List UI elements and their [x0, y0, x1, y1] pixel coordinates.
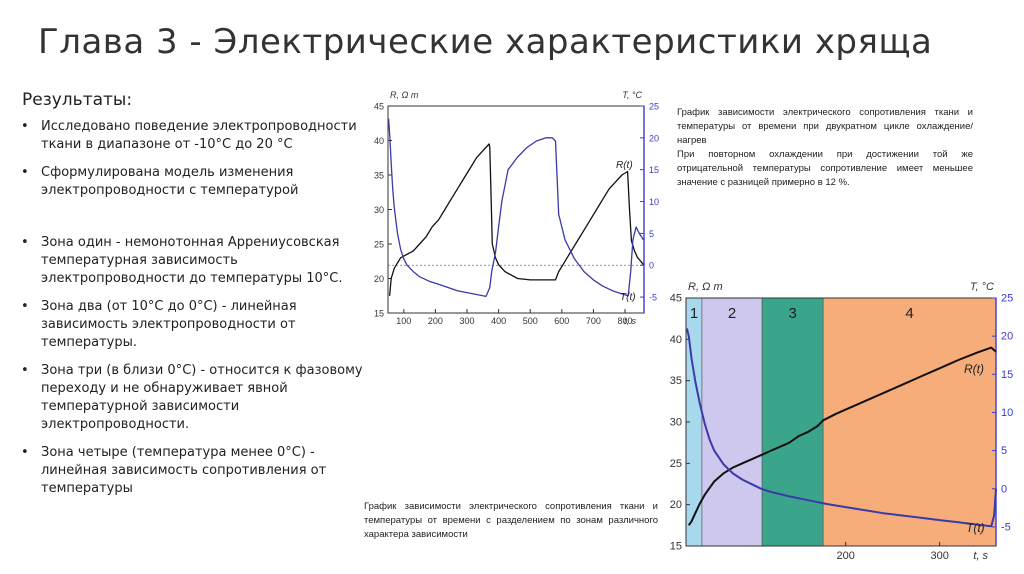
x-tick-label: 400: [491, 316, 506, 326]
y-tick-label: 30: [670, 417, 682, 429]
caption-cycle-chart: График зависимости электрического сопрот…: [677, 107, 973, 188]
resistance-series-line: [687, 346, 997, 526]
temperature-series-label: T(t): [620, 292, 636, 303]
result-item: Зона один - немонотонная Аррениусовская …: [18, 234, 363, 288]
result-item: Сформулирована модель изменения электроп…: [18, 164, 363, 200]
y2-tick-label: 10: [1001, 407, 1013, 419]
y2-tick-label: 15: [1001, 369, 1013, 381]
y-tick-label: 35: [670, 375, 682, 387]
results-heading: Результаты:: [22, 90, 133, 110]
temperature-series-line: [387, 118, 644, 298]
zone-3-band: [761, 297, 824, 547]
x-tick-label: 200: [428, 316, 443, 326]
y-axis-title: R, Ω m: [688, 281, 723, 293]
zone-4-label: 4: [905, 305, 913, 322]
y-tick-label: 25: [670, 458, 682, 470]
y2-tick-label: 20: [649, 133, 659, 143]
zone-2-band: [701, 297, 763, 547]
x-tick-label: 500: [523, 316, 538, 326]
caption-zone-chart: График зависимости электрического сопрот…: [364, 501, 658, 540]
y-axis-title: R, Ω m: [390, 90, 419, 100]
x-tick-label: 100: [396, 316, 411, 326]
y2-tick-label: 0: [1001, 483, 1007, 495]
x-axis-title: t, s: [624, 316, 637, 326]
y2-tick-label: 20: [1001, 331, 1013, 343]
y-tick-label: 45: [374, 102, 384, 112]
y2-tick-label: 10: [649, 197, 659, 207]
resistance-series-label: R(t): [964, 362, 984, 376]
temperature-series-line: [685, 328, 997, 528]
result-item: Исследовано поведение электропроводности…: [18, 118, 363, 154]
slide-title: Глава 3 - Электрические характеристики х…: [38, 22, 933, 62]
y2-axis-title: T, °C: [970, 281, 994, 293]
zone-1-label: 1: [690, 305, 698, 322]
y2-tick-label: 5: [1001, 445, 1007, 457]
resistance-series-label: R(t): [616, 160, 633, 171]
y-tick-label: 45: [670, 293, 682, 305]
y2-tick-label: -5: [1001, 521, 1011, 533]
zone-3-label: 3: [788, 305, 796, 322]
zone-2-label: 2: [728, 305, 736, 322]
y2-tick-label: 15: [649, 165, 659, 175]
y-tick-label: 20: [374, 274, 384, 284]
y-tick-label: 15: [670, 541, 682, 553]
x-tick-label: 300: [459, 316, 474, 326]
result-item: Зона три (в близи 0°C) - относится к фаз…: [18, 362, 363, 434]
y-tick-label: 40: [374, 136, 384, 146]
y-tick-label: 35: [374, 171, 384, 181]
y2-tick-label: -5: [649, 293, 657, 303]
y-tick-label: 20: [670, 499, 682, 511]
y2-tick-label: 0: [649, 261, 654, 271]
x-tick-label: 300: [930, 550, 948, 562]
y2-tick-label: 25: [1001, 293, 1013, 305]
cycle-chart: 15 20 25 30 35 40 45 -5 0 5 10 15 20 25 100 200 300 400 50…: [374, 90, 659, 326]
y-tick-label: 30: [374, 205, 384, 215]
x-axis-title: t, s: [973, 550, 988, 562]
y2-tick-label: 25: [649, 102, 659, 112]
y-tick-label: 40: [670, 334, 682, 346]
temperature-series-label: T(t): [966, 521, 985, 535]
result-item: Зона четыре (температура менее 0°C) - ли…: [18, 444, 363, 498]
results-list: Исследовано поведение электропроводности…: [18, 118, 363, 508]
x-tick-label: 800: [618, 316, 633, 326]
zone-4-band: [822, 297, 997, 547]
y2-axis-title: T, °C: [622, 90, 642, 100]
x-tick-label: 600: [554, 316, 569, 326]
y2-tick-label: 5: [649, 229, 654, 239]
x-tick-label: 700: [586, 316, 601, 326]
plot-frame: [387, 105, 645, 314]
result-item: Зона два (от 10°C до 0°C) - линейная зав…: [18, 298, 363, 352]
y-tick-label: 25: [374, 240, 384, 250]
y-tick-label: 15: [374, 309, 384, 319]
x-tick-label: 200: [837, 550, 855, 562]
resistance-series-line: [388, 143, 644, 296]
zone-chart: 1 2 3 4 15 20 25 30 35 40 45 -5 0 5 10 15 20 25 200 300 R, Ω…: [670, 281, 1014, 562]
